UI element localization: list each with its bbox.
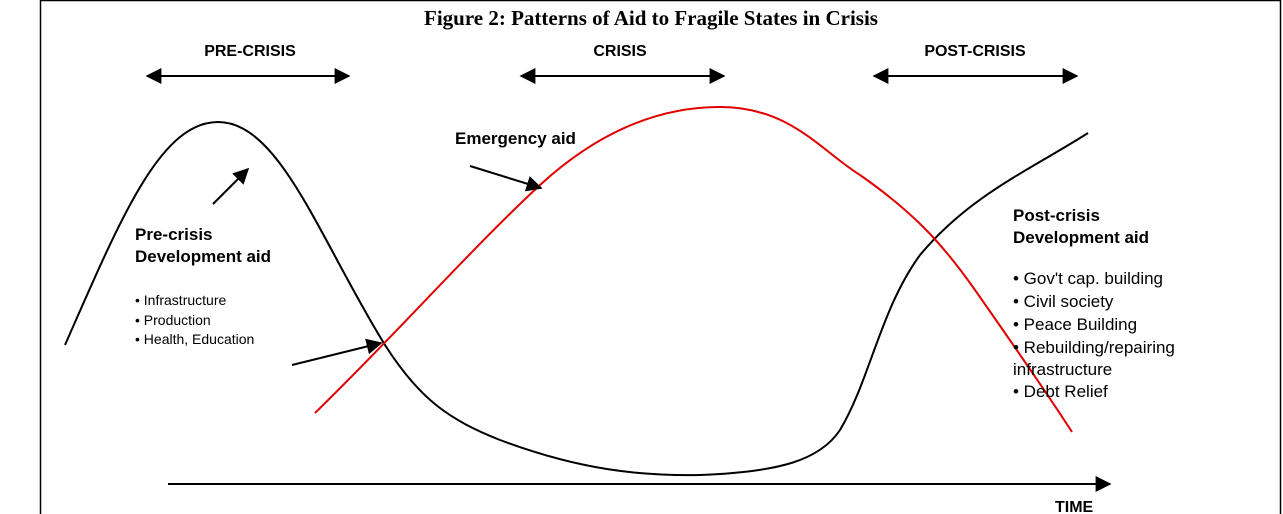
list-item: • Health, Education bbox=[135, 331, 254, 347]
emergency-aid-label: Emergency aid bbox=[455, 129, 576, 148]
list-item: • Debt Relief bbox=[1013, 382, 1108, 401]
list-item: • Production bbox=[135, 312, 211, 328]
heading: Development aid bbox=[135, 247, 271, 266]
title: Figure 2: Patterns of Aid to Fragile Sta… bbox=[424, 6, 878, 30]
emergency-aid-curve bbox=[314, 105, 1073, 433]
development-aid-curve bbox=[64, 120, 1089, 477]
list-item: • Infrastructure bbox=[135, 292, 226, 308]
time-label: TIME bbox=[1055, 499, 1094, 514]
list-item: • Peace Building bbox=[1013, 315, 1137, 334]
phase-label: POST-CRISIS bbox=[924, 43, 1026, 60]
heading: Development aid bbox=[1013, 228, 1149, 247]
list-item: • Civil society bbox=[1013, 292, 1114, 311]
heading: Post-crisis bbox=[1013, 206, 1100, 225]
pointer-arrow bbox=[469, 165, 543, 192]
heading: Pre-crisis bbox=[135, 225, 213, 244]
list-item: • Gov't cap. building bbox=[1013, 269, 1163, 288]
list-item: infrastructure bbox=[1013, 360, 1112, 379]
phase-label: PRE-CRISIS bbox=[204, 43, 296, 60]
pointer-arrow bbox=[212, 167, 250, 205]
pointer-arrow bbox=[291, 338, 383, 366]
list-item: • Rebuilding/repairing bbox=[1013, 338, 1175, 357]
phase-label: CRISIS bbox=[593, 43, 647, 60]
frame bbox=[39, 0, 1282, 514]
